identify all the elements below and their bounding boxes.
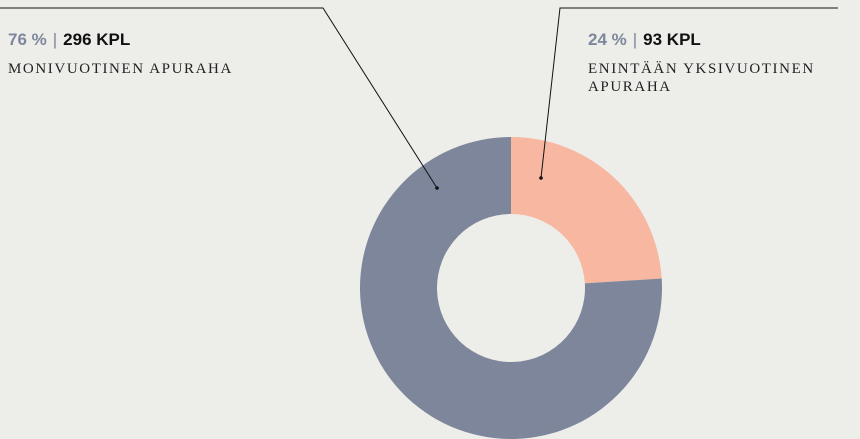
- leader-line: [540, 7, 838, 179]
- slice-label: 76 % | 296 KPL MONIVUOTINEN APURAHA: [8, 30, 308, 78]
- separator: |: [52, 30, 58, 49]
- leader-line: [0, 7, 438, 189]
- percent-label: 76 %: [8, 30, 47, 49]
- label-numbers: 24 % | 93 KPL: [588, 30, 853, 50]
- category-label: MONIVUOTINEN APURAHA: [8, 61, 233, 77]
- separator: |: [632, 30, 638, 49]
- leader-dot: [539, 176, 543, 180]
- count-label: 296 KPL: [63, 30, 131, 49]
- donut-slice: [511, 137, 662, 284]
- percent-label: 24 %: [588, 30, 627, 49]
- donut-slice: [359, 137, 662, 439]
- label-numbers: 76 % | 296 KPL: [8, 30, 308, 50]
- slice-label: 24 % | 93 KPL ENINTÄÄN YKSIVUOTINEN APURAHA: [588, 30, 853, 96]
- category-label: ENINTÄÄN YKSIVUOTINEN APURAHA: [588, 61, 815, 95]
- leader-dot: [435, 186, 439, 190]
- count-label: 93 KPL: [643, 30, 701, 49]
